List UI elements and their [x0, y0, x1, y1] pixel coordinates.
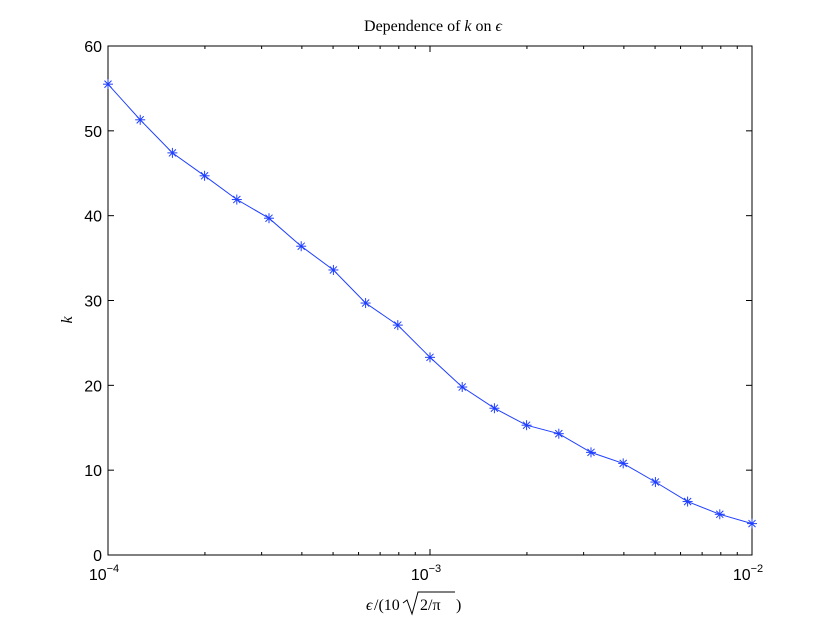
data-point-asterisk: [521, 420, 532, 431]
y-tick-label: 20: [84, 378, 102, 395]
data-point-asterisk: [263, 213, 274, 224]
data-point-asterisk: [747, 518, 757, 529]
x-tick-label-base: 10: [89, 567, 107, 584]
series-layer: [103, 79, 757, 529]
data-point-asterisk: [650, 477, 661, 488]
data-point-asterisk: [618, 458, 629, 469]
x-axis: 10−4 10−3 10−2: [89, 46, 763, 584]
data-point-asterisk: [199, 170, 210, 181]
chart-title: Dependence of k on ϵ: [364, 18, 503, 35]
data-point-asterisk: [714, 509, 725, 520]
title-var: k: [464, 18, 472, 35]
y-axis-label: k: [59, 316, 76, 324]
y-tick-label: 50: [84, 124, 102, 141]
x-axis-label-close: ): [456, 597, 461, 614]
data-point-asterisk: [682, 496, 693, 507]
x-axis-label-radicand: 2/π: [420, 597, 441, 614]
x-tick-label-base: 10: [411, 567, 429, 584]
y-tick-label: 60: [84, 39, 102, 56]
x-tick-label: 10−3: [411, 563, 441, 584]
data-point-asterisk: [167, 147, 178, 158]
data-point-asterisk: [585, 447, 596, 458]
x-tick-label: 10−2: [733, 563, 763, 584]
y-tick-label: 30: [84, 294, 102, 311]
x-axis-label-open: /(10: [374, 597, 400, 614]
title-prefix: Dependence of: [364, 18, 464, 35]
x-axis-label: ϵ /(10 2/π ): [366, 591, 461, 616]
series-line: [107, 83, 753, 525]
x-tick-label-exponent: −3: [429, 563, 442, 575]
data-point-asterisk: [392, 320, 403, 331]
x-axis-label-eps: ϵ: [366, 597, 373, 614]
data-point-asterisk: [135, 114, 146, 125]
data-point-asterisk: [489, 403, 500, 414]
sqrt-radical-icon: [402, 591, 455, 616]
title-symbol: ϵ: [496, 18, 503, 35]
y-tick-label: 0: [93, 548, 102, 565]
data-point-asterisk: [360, 298, 371, 309]
data-point-asterisk: [328, 264, 339, 275]
data-point-asterisk: [103, 79, 113, 90]
title-mid: on: [472, 18, 496, 35]
data-point-asterisk: [296, 241, 307, 252]
y-tick-label: 10: [84, 463, 102, 480]
data-point-asterisk: [553, 428, 564, 439]
data-point-asterisk: [425, 352, 435, 363]
x-tick-label-exponent: −2: [751, 563, 764, 575]
y-axis: 0 10 20 30 40 50 60: [84, 39, 752, 565]
y-tick-label: 40: [84, 209, 102, 226]
data-point-asterisk: [231, 194, 242, 205]
x-tick-label-base: 10: [733, 567, 751, 584]
x-tick-label-exponent: −4: [107, 563, 120, 575]
data-point-asterisk: [457, 382, 468, 393]
x-tick-label: 10−4: [89, 563, 119, 584]
